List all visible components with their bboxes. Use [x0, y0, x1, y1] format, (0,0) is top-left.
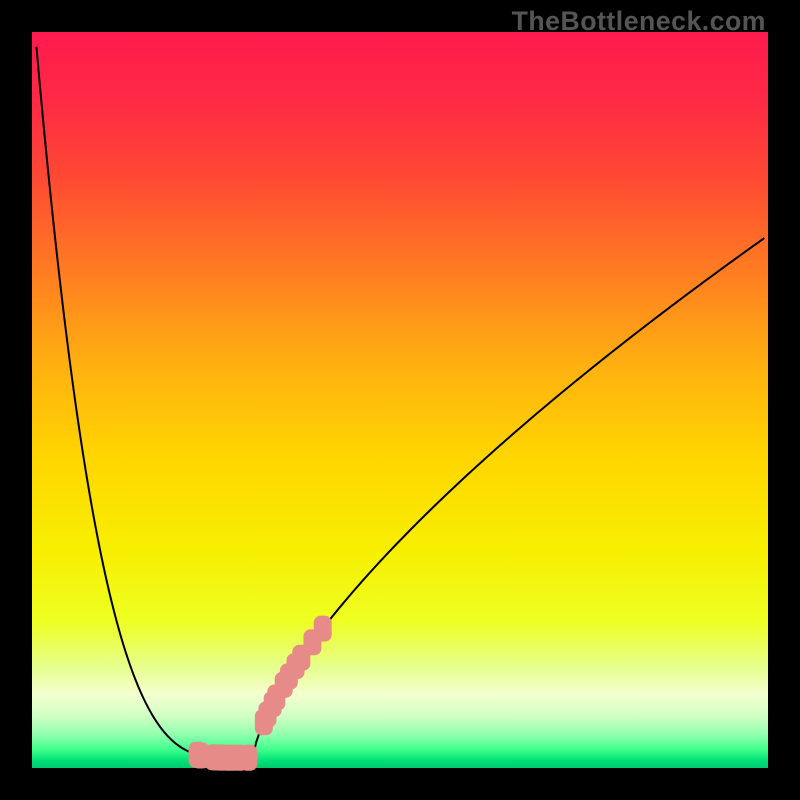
- watermark-label: TheBottleneck.com: [512, 6, 766, 37]
- bottleneck-curve: [36, 47, 764, 758]
- data-marker: [314, 616, 332, 642]
- curve-layer: [32, 32, 768, 768]
- plot-area: [32, 32, 768, 768]
- data-marker: [239, 745, 257, 771]
